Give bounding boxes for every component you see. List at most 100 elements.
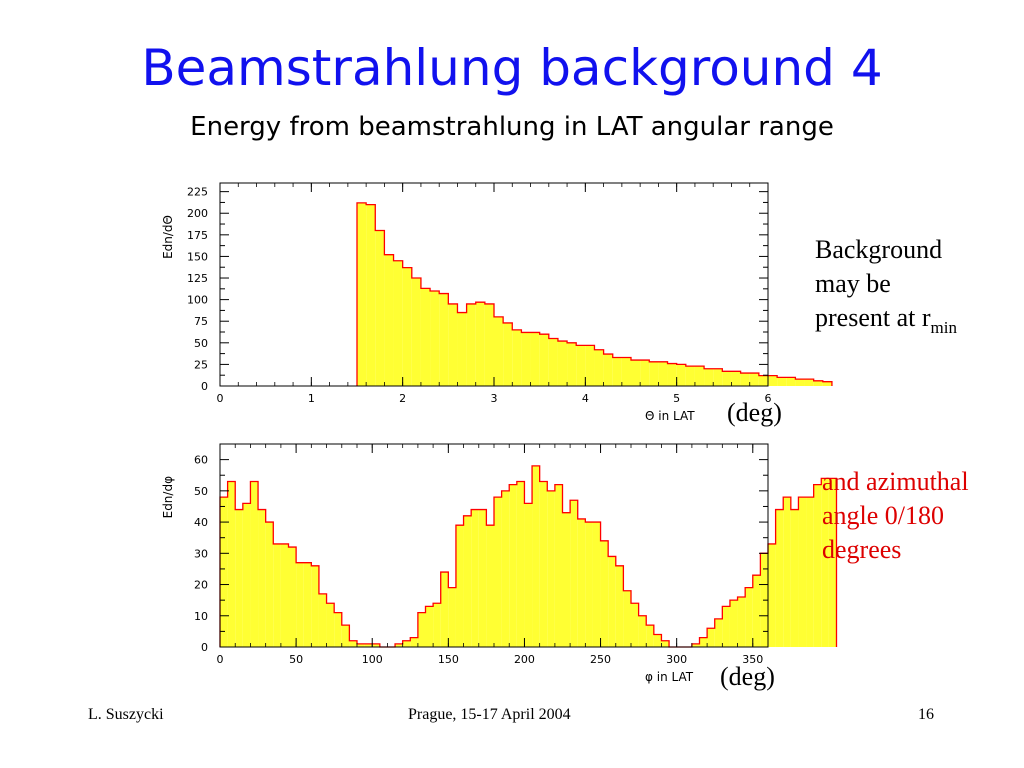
- histogram-bin: [433, 603, 441, 647]
- histogram-bin: [521, 332, 531, 386]
- x-tick-label: 350: [742, 653, 763, 666]
- histogram-bin: [676, 364, 686, 386]
- histogram-bin: [457, 312, 467, 386]
- histogram-bin: [364, 643, 373, 647]
- phi-histogram: 0 10 20 30 40 50 60 0 50 100 150 200 250 300 350 φ in L…: [161, 443, 838, 684]
- histogram-bin: [516, 481, 525, 647]
- histogram-bin: [640, 360, 650, 386]
- histogram-bin: [417, 612, 426, 647]
- histogram-bin: [707, 628, 715, 647]
- histogram-bin: [653, 634, 662, 647]
- histogram-bin: [714, 618, 723, 647]
- x-tick-label: 250: [590, 653, 611, 666]
- x-tick-label: 6: [765, 392, 772, 405]
- histogram-bin: [790, 509, 799, 647]
- histogram-bin: [813, 380, 823, 386]
- footer-event: Prague, 15-17 April 2004: [408, 706, 571, 723]
- y-tick-label: 100: [187, 294, 208, 307]
- histogram-bin: [503, 322, 513, 386]
- histogram-bin: [334, 612, 342, 647]
- histogram-bin: [288, 547, 297, 647]
- histogram-bin: [448, 303, 458, 386]
- histogram-bin: [612, 357, 622, 386]
- histogram-bin: [280, 543, 289, 647]
- histogram-bin: [722, 606, 730, 647]
- y-tick-label: 225: [187, 186, 208, 199]
- histogram-bin: [318, 593, 327, 647]
- y-tick-label: 0: [201, 380, 208, 393]
- histogram-bin: [410, 637, 418, 647]
- histogram-bin: [603, 354, 613, 386]
- histogram-bin: [768, 543, 776, 647]
- histogram-bin: [420, 288, 431, 386]
- histogram-bin: [585, 345, 595, 386]
- histogram-bin: [813, 484, 822, 647]
- histogram-bin: [393, 260, 403, 386]
- y-tick-label: 25: [194, 358, 208, 371]
- histogram-bin: [411, 278, 421, 386]
- y-tick-label: 200: [187, 207, 208, 220]
- histogram-bin: [694, 366, 705, 386]
- histogram-bin: [658, 361, 668, 386]
- histogram-bin: [768, 375, 778, 386]
- histogram-bin: [501, 490, 510, 647]
- histogram-bin: [621, 357, 631, 386]
- y-tick-label: 30: [194, 547, 208, 560]
- histogram-bin: [795, 379, 805, 386]
- x-tick-label: 5: [673, 392, 680, 405]
- rmin-subscript: min: [930, 318, 957, 337]
- y-tick-label: 20: [194, 579, 208, 592]
- y-tick-label: 50: [194, 337, 208, 350]
- histogram-bin: [722, 371, 732, 386]
- histogram-bin: [685, 366, 695, 386]
- histogram-outline: [219, 465, 838, 648]
- histogram-bin: [326, 603, 335, 647]
- histogram-bin: [532, 465, 540, 647]
- histogram-bin: [242, 503, 251, 647]
- histogram-bin: [570, 500, 578, 647]
- histogram-bin: [758, 375, 768, 386]
- azimuthal-note: and azimuthal angle 0/180 degrees: [822, 465, 969, 567]
- histogram-outline: [356, 202, 833, 386]
- histogram-bin: [828, 478, 837, 647]
- histogram-bin: [729, 600, 738, 647]
- histogram-bin: [775, 509, 784, 647]
- histogram-bin: [749, 373, 759, 386]
- x-tick-label: 2: [399, 392, 406, 405]
- top-axis-unit-label: (deg): [727, 398, 782, 427]
- background-note-line2: may be: [815, 269, 891, 298]
- histogram-bin: [577, 518, 586, 647]
- histogram-bin: [806, 497, 814, 647]
- histogram-bin: [439, 293, 449, 386]
- bottom-axis-unit-label: (deg): [720, 662, 775, 691]
- histogram-bin: [471, 509, 479, 647]
- background-note-line1: Background: [815, 235, 943, 264]
- histogram-bin: [478, 509, 487, 647]
- histogram-bin: [548, 338, 558, 386]
- background-note: Background may be present at rmin: [815, 233, 957, 345]
- histogram-bin: [539, 334, 549, 386]
- histogram-bin: [567, 342, 577, 386]
- histogram-bin: [494, 316, 504, 386]
- histogram-bin: [704, 368, 714, 386]
- histogram-bin: [524, 503, 533, 647]
- x-tick-label: 0: [217, 392, 224, 405]
- histogram-bin: [600, 540, 609, 647]
- histogram-bin: [592, 522, 601, 647]
- background-note-line3: present at r: [815, 303, 931, 332]
- histogram-bin: [357, 643, 365, 647]
- histogram-bin: [375, 230, 385, 386]
- histogram-bin: [821, 478, 829, 647]
- histogram-bin: [594, 349, 604, 386]
- histogram-bin: [448, 587, 456, 647]
- histogram-bin: [258, 509, 266, 647]
- histogram-bin: [623, 590, 631, 647]
- histogram-bin: [562, 512, 571, 647]
- x-axis-label: Θ in LAT: [645, 409, 695, 423]
- histogram-bin: [631, 603, 639, 647]
- histogram-bin: [341, 625, 350, 647]
- y-axis-label: Edn/dΘ: [161, 215, 175, 259]
- x-tick-label: 4: [582, 392, 589, 405]
- y-tick-label: 50: [194, 485, 208, 498]
- histogram-bin: [227, 481, 236, 647]
